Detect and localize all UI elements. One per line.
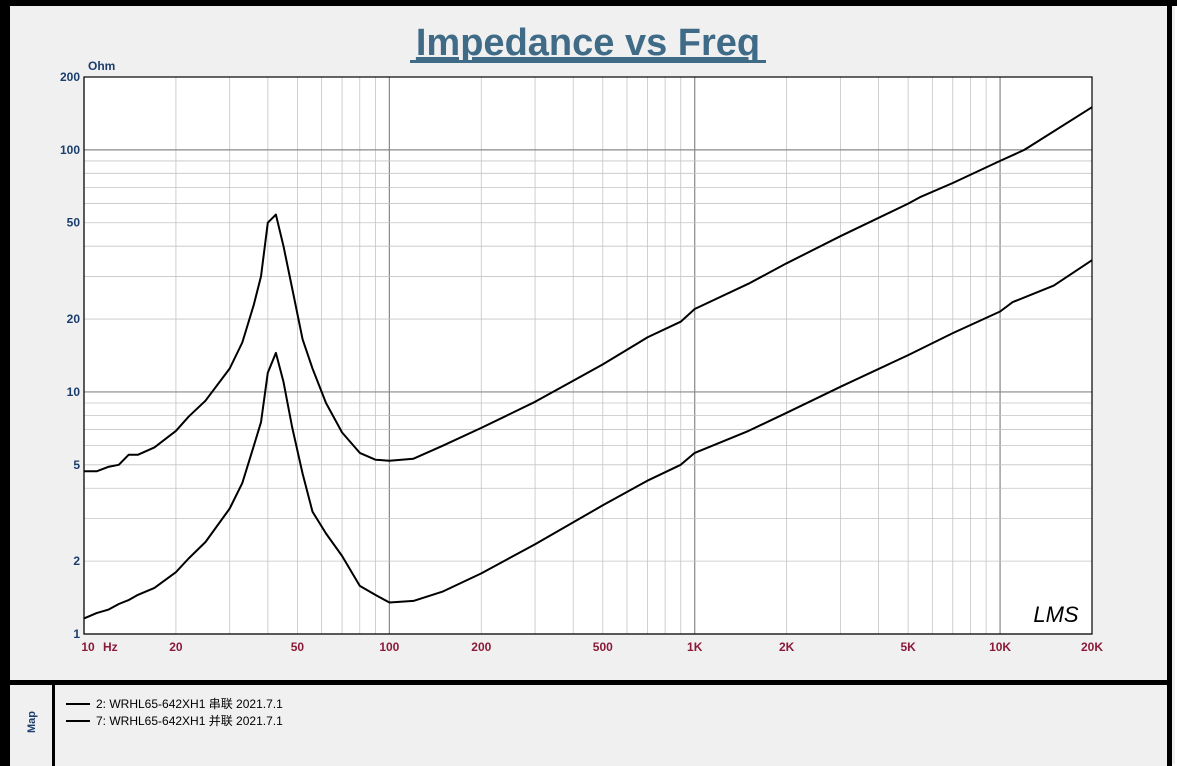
y-tick-label: 200 — [60, 70, 80, 84]
x-axis-unit-label: Hz — [103, 640, 118, 654]
y-tick-labels: 1 2 5 10 20 50 100 200 — [60, 70, 80, 641]
map-panel-label: Map — [26, 711, 38, 733]
x-tick-label: 1K — [687, 640, 703, 654]
chart-title-underline — [410, 60, 766, 63]
y-tick-label: 5 — [73, 458, 80, 472]
x-tick-label: 500 — [593, 640, 613, 654]
y-tick-label: 1 — [73, 627, 80, 641]
frame-border-top — [0, 0, 1177, 6]
lms-watermark: LMS — [1033, 602, 1079, 627]
plot-area — [83, 76, 1093, 635]
y-tick-label: 10 — [67, 385, 81, 399]
x-tick-label: 20K — [1081, 640, 1103, 654]
series-line-2 — [83, 259, 1093, 620]
plot-border — [83, 76, 1093, 635]
x-tick-label: 50 — [291, 640, 305, 654]
x-tick-labels: 10 20 50 100 200 500 1K 2K 5K 10K 20K — [81, 640, 1103, 654]
y-tick-label: 100 — [60, 143, 80, 157]
x-tick-label: 20 — [169, 640, 183, 654]
series-line-1 — [84, 106, 1093, 473]
x-tick-label: 200 — [471, 640, 491, 654]
y-tick-label: 2 — [73, 554, 80, 568]
legend-entry: 7: WRHL65-642XH1 并联 2021.7.1 — [96, 714, 283, 728]
x-tick-label: 100 — [379, 640, 399, 654]
y-tick-label: 50 — [67, 216, 81, 230]
legend-entry: 2: WRHL65-642XH1 串联 2021.7.1 — [96, 697, 283, 711]
map-label-divider — [52, 685, 55, 766]
y-axis-unit-label: Ohm — [88, 59, 115, 73]
y-tick-label: 20 — [67, 312, 81, 326]
x-tick-label: 10 — [81, 640, 95, 654]
map-label-panel — [10, 685, 52, 766]
chart-title: Impedance vs Freq — [416, 22, 760, 64]
x-tick-label: 5K — [900, 640, 916, 654]
legend-panel — [55, 685, 1167, 766]
x-tick-label: 2K — [779, 640, 795, 654]
legend: 2: WRHL65-642XH1 串联 2021.7.1 7: WRHL65-64… — [66, 697, 283, 728]
frame-border-right — [1167, 0, 1172, 766]
frame-border-left — [0, 0, 10, 766]
series-lines — [83, 106, 1093, 620]
x-tick-label: 10K — [989, 640, 1011, 654]
panel-divider — [0, 680, 1172, 685]
